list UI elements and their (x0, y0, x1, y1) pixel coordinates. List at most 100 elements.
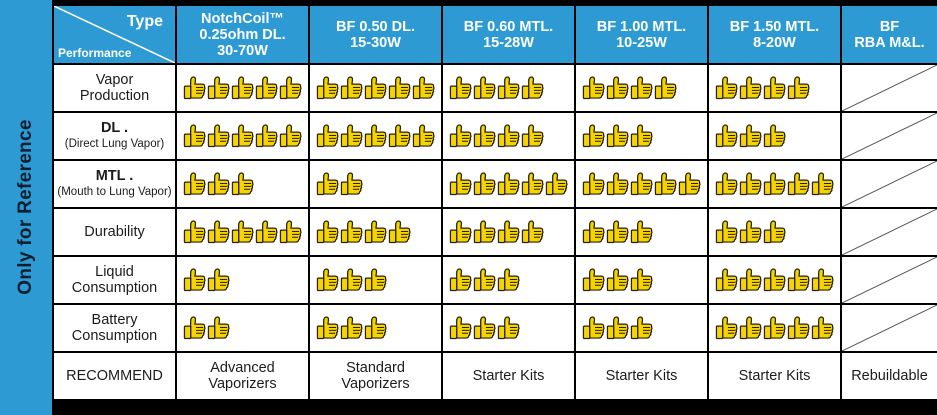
row-label-vapor-production: Vapor Production (54, 65, 175, 111)
row-label-line: Liquid (95, 264, 134, 280)
rating-icons (582, 123, 707, 149)
rating-icons (183, 75, 308, 101)
thumbs-up-icon (521, 220, 544, 244)
thumbs-up-icon (316, 316, 339, 340)
column-header-line: 15-28W (483, 34, 534, 51)
thumbs-up-icon (606, 316, 629, 340)
rating-icons (449, 171, 574, 197)
thumbs-up-icon (316, 76, 339, 100)
rating-icons (582, 219, 707, 245)
thumbs-up-icon (763, 124, 786, 148)
rating-icons (449, 267, 574, 293)
rating-cell (177, 113, 308, 159)
corner-header: Type Performance (54, 6, 175, 63)
thumbs-up-icon (449, 220, 472, 244)
thumbs-up-icon (340, 316, 363, 340)
row-label-line: Consumption (71, 280, 158, 296)
rating-icons (183, 171, 308, 197)
thumbs-up-icon (763, 220, 786, 244)
not-applicable-slash (842, 209, 937, 255)
thumbs-up-icon (183, 76, 206, 100)
thumbs-up-icon (521, 172, 544, 196)
not-applicable-cell (842, 65, 937, 111)
recommend-line: Vaporizers (341, 376, 410, 392)
column-header-line: 10-25W (616, 34, 667, 51)
column-header-line: 0.25ohm DL. (199, 26, 286, 43)
thumbs-up-icon (364, 124, 387, 148)
thumbs-up-icon (630, 316, 653, 340)
rating-cell (310, 161, 441, 207)
thumbs-up-icon (545, 172, 568, 196)
thumbs-up-icon (763, 268, 786, 292)
row-label-line: DL . (100, 120, 129, 136)
rating-icons (449, 75, 574, 101)
thumbs-up-icon (521, 76, 544, 100)
not-applicable-slash (842, 65, 937, 111)
row-label-battery-consumption: Battery Consumption (54, 305, 175, 351)
thumbs-up-icon (739, 76, 762, 100)
rating-cell (576, 65, 707, 111)
rating-icons (316, 267, 441, 293)
thumbs-up-icon (340, 220, 363, 244)
rating-cell (177, 305, 308, 351)
header-row: Type Performance NotchCoil™ 0.25ohm DL. … (54, 6, 937, 63)
thumbs-up-icon (739, 268, 762, 292)
thumbs-up-icon (207, 76, 230, 100)
thumbs-up-icon (183, 316, 206, 340)
thumbs-up-icon (340, 124, 363, 148)
thumbs-up-icon (364, 268, 387, 292)
rating-icons (715, 171, 840, 197)
thumbs-up-icon (763, 172, 786, 196)
thumbs-up-icon (364, 76, 387, 100)
thumbs-up-icon (183, 172, 206, 196)
rating-cell (576, 209, 707, 255)
column-header-line: RBA M&L. (854, 34, 925, 51)
thumbs-up-icon (473, 268, 496, 292)
not-applicable-slash (842, 161, 937, 207)
thumbs-up-icon (231, 76, 254, 100)
thumbs-up-icon (207, 124, 230, 148)
rating-cell (576, 305, 707, 351)
rating-cell (576, 161, 707, 207)
corner-diagonal (54, 6, 175, 63)
thumbs-up-icon (388, 76, 411, 100)
rating-cell (443, 161, 574, 207)
thumbs-up-icon (606, 268, 629, 292)
thumbs-up-icon (449, 172, 472, 196)
row-label-recommend: RECOMMEND (54, 353, 175, 399)
rating-icons (183, 267, 308, 293)
not-applicable-slash (842, 257, 937, 303)
rating-cell (709, 257, 840, 303)
thumbs-up-icon (582, 172, 605, 196)
column-header-line: BF 1.50 MTL. (729, 18, 820, 35)
thumbs-up-icon (606, 172, 629, 196)
thumbs-up-icon (654, 76, 677, 100)
column-header-bf060: BF 0.60 MTL. 15-28W (443, 6, 574, 63)
thumbs-up-icon (606, 220, 629, 244)
thumbs-up-icon (739, 172, 762, 196)
thumbs-up-icon (340, 268, 363, 292)
column-header-line: BF (879, 18, 900, 35)
thumbs-up-icon (316, 268, 339, 292)
rating-cell (576, 113, 707, 159)
thumbs-up-icon (412, 124, 435, 148)
row-label-line: Battery (91, 312, 138, 328)
not-applicable-cell (842, 305, 937, 351)
row-label-dl: DL . (Direct Lung Vapor) (54, 113, 175, 159)
recommend-cell: Rebuildable (842, 353, 937, 399)
table-row: Liquid Consumption (54, 257, 937, 303)
comparison-table: Type Performance NotchCoil™ 0.25ohm DL. … (52, 4, 937, 401)
thumbs-up-icon (449, 76, 472, 100)
rating-icons (316, 123, 441, 149)
thumbs-up-icon (316, 220, 339, 244)
thumbs-up-icon (630, 220, 653, 244)
rating-cell (709, 209, 840, 255)
performance-label: Performance (58, 46, 132, 60)
thumbs-up-icon (231, 172, 254, 196)
rating-icons (449, 219, 574, 245)
column-header-line: BF 0.50 DL. (336, 18, 415, 35)
thumbs-up-icon (497, 316, 520, 340)
row-label-liquid-consumption: Liquid Consumption (54, 257, 175, 303)
rating-cell (310, 257, 441, 303)
recommend-line: Vaporizers (208, 376, 277, 392)
